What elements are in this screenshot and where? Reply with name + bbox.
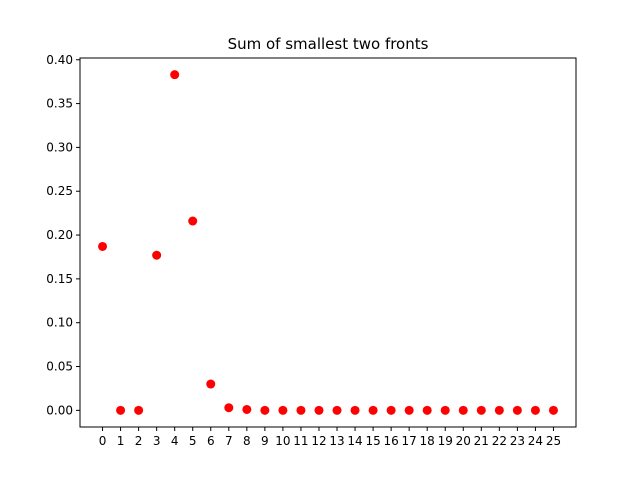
x-tick-label: 23 — [510, 434, 525, 448]
y-tick-label: 0.30 — [46, 140, 73, 154]
y-tick-label: 0.15 — [46, 272, 73, 286]
x-tick-label: 22 — [492, 434, 507, 448]
x-tick-label: 10 — [275, 434, 290, 448]
y-tick-label: 0.05 — [46, 360, 73, 374]
x-tick-label: 16 — [383, 434, 398, 448]
x-tick-label: 17 — [402, 434, 417, 448]
data-point — [512, 405, 522, 415]
y-axis-ticks: 0.00 0.05 0.10 0.15 0.20 0.25 0.30 0.35 0.40 — [46, 53, 80, 417]
data-point — [116, 405, 126, 415]
chart-title: Sum of smallest two fronts — [228, 35, 429, 53]
x-tick-label: 9 — [261, 434, 269, 448]
data-point — [494, 405, 504, 415]
x-tick-label: 21 — [474, 434, 489, 448]
x-tick-label: 1 — [117, 434, 125, 448]
data-point — [296, 405, 306, 415]
data-point — [152, 250, 162, 260]
data-point — [242, 404, 252, 414]
x-tick-label: 7 — [225, 434, 233, 448]
data-point — [188, 216, 198, 226]
data-point — [422, 405, 432, 415]
plot-frame — [79, 57, 577, 428]
y-tick-label: 0.25 — [46, 184, 73, 198]
data-point — [260, 405, 270, 415]
data-point — [98, 241, 108, 251]
data-point — [206, 379, 216, 389]
x-tick-label: 18 — [420, 434, 435, 448]
x-tick-label: 24 — [528, 434, 543, 448]
x-tick-label: 15 — [365, 434, 380, 448]
x-tick-label: 0 — [99, 434, 107, 448]
data-point — [278, 405, 288, 415]
data-point — [224, 403, 234, 413]
x-tick-label: 2 — [135, 434, 143, 448]
y-tick-label: 0.10 — [46, 316, 73, 330]
data-point — [170, 70, 180, 80]
data-point — [476, 405, 486, 415]
x-tick-label: 11 — [293, 434, 308, 448]
data-point — [548, 405, 558, 415]
x-axis-ticks: 0 1 2 3 4 5 6 7 8 9 10 11 12 13 14 15 16 17 18 19 20 21 22 23 24… — [99, 427, 561, 448]
data-point — [332, 405, 342, 415]
x-tick-label: 3 — [153, 434, 161, 448]
x-tick-label: 14 — [347, 434, 362, 448]
data-points — [98, 70, 558, 415]
data-point — [350, 405, 360, 415]
data-point — [368, 405, 378, 415]
x-tick-label: 12 — [311, 434, 326, 448]
x-tick-label: 5 — [189, 434, 197, 448]
data-point — [440, 405, 450, 415]
x-tick-label: 4 — [171, 434, 179, 448]
data-point — [458, 405, 468, 415]
data-point — [134, 405, 144, 415]
y-tick-label: 0.40 — [46, 53, 73, 67]
x-tick-label: 13 — [329, 434, 344, 448]
data-point — [386, 405, 396, 415]
x-tick-label: 19 — [438, 434, 453, 448]
x-tick-label: 8 — [243, 434, 251, 448]
y-tick-label: 0.00 — [46, 403, 73, 417]
x-tick-label: 6 — [207, 434, 215, 448]
y-tick-label: 0.35 — [46, 97, 73, 111]
data-point — [530, 405, 540, 415]
y-tick-label: 0.20 — [46, 228, 73, 242]
x-tick-label: 25 — [546, 434, 561, 448]
x-tick-label: 20 — [456, 434, 471, 448]
data-point — [404, 405, 414, 415]
data-point — [314, 405, 324, 415]
